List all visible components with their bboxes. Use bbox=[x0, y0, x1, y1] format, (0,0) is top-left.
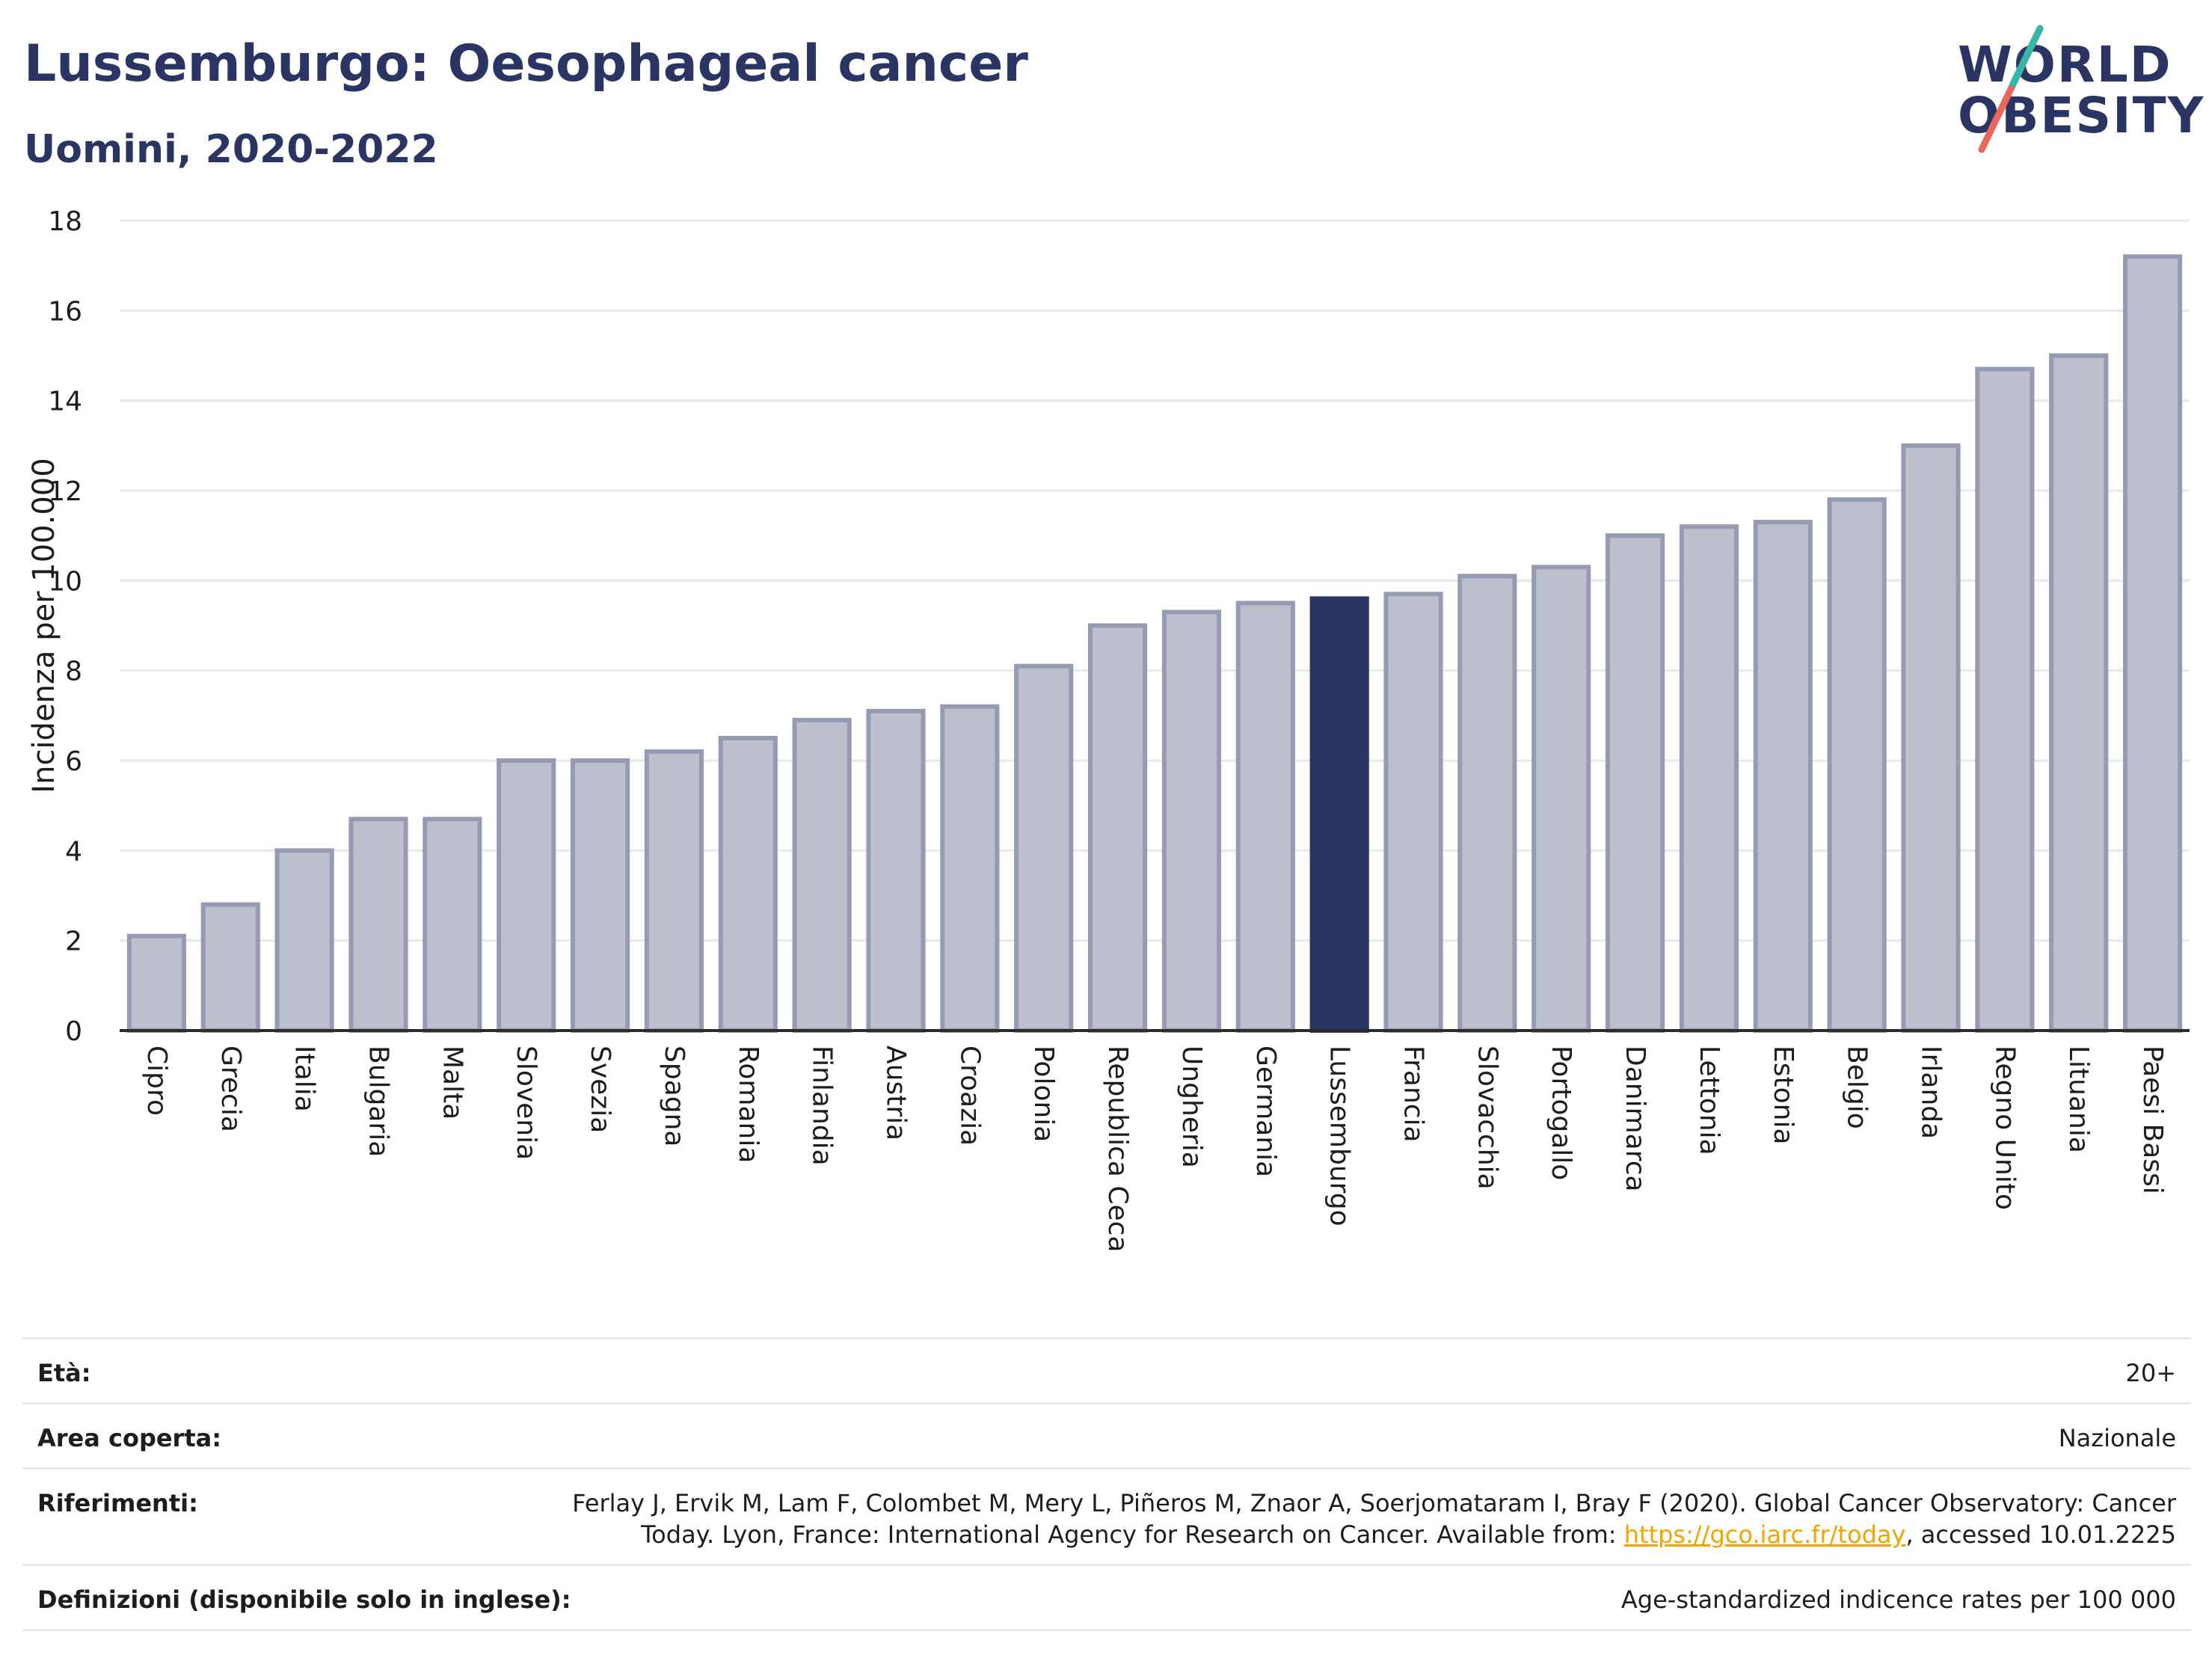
y-tick-label: 18 bbox=[48, 206, 82, 237]
bar bbox=[1605, 533, 1665, 1033]
y-axis-label: Incidenza per 100.000 bbox=[27, 458, 61, 793]
x-tick-label: Estonia bbox=[1768, 1045, 1798, 1145]
bar bbox=[866, 708, 926, 1033]
area-value: Nazionale bbox=[2058, 1424, 2176, 1452]
x-tick-label: Croazia bbox=[954, 1045, 985, 1146]
bar bbox=[1901, 443, 1961, 1034]
bar bbox=[792, 717, 852, 1033]
x-tick-label: Paesi Bassi bbox=[2137, 1045, 2168, 1194]
bar bbox=[274, 848, 334, 1033]
bar bbox=[1087, 623, 1148, 1033]
meta-row-area: Area coperta: Nazionale bbox=[22, 1402, 2191, 1467]
x-tick-label: Bulgaria bbox=[363, 1045, 394, 1157]
y-tick-label: 0 bbox=[65, 1016, 82, 1047]
logo-line-1: WORLD bbox=[1958, 36, 2172, 93]
bar bbox=[1679, 524, 1739, 1033]
references-label: Riferimenti: bbox=[37, 1489, 198, 1517]
bar bbox=[348, 817, 408, 1033]
meta-row-age: Età: 20+ bbox=[22, 1337, 2191, 1402]
bar bbox=[1235, 601, 1295, 1033]
bar bbox=[644, 749, 704, 1033]
definitions-label: Definizioni (disponibile solo in inglese… bbox=[37, 1585, 571, 1614]
x-tick-label: Svezia bbox=[585, 1045, 615, 1133]
bar bbox=[200, 902, 260, 1033]
x-tick-label: Polonia bbox=[1028, 1045, 1059, 1142]
x-tick-label: Grecia bbox=[215, 1045, 246, 1132]
x-tick-label: Slovenia bbox=[511, 1045, 541, 1160]
bar bbox=[1383, 592, 1443, 1033]
bar bbox=[1975, 366, 2035, 1033]
bar bbox=[1753, 520, 1813, 1034]
x-tick-label: Danimarca bbox=[1620, 1045, 1650, 1192]
references-text-2: , accessed 10.01.2225 bbox=[1905, 1520, 2176, 1549]
y-tick-label: 8 bbox=[65, 657, 82, 687]
bar bbox=[570, 758, 630, 1033]
bar bbox=[126, 933, 187, 1034]
x-tick-label: Lettonia bbox=[1694, 1045, 1724, 1155]
x-tick-label: Regno Unito bbox=[1989, 1045, 2020, 1210]
chart-subtitle: Uomini, 2020-2022 bbox=[24, 127, 438, 172]
meta-row-references: Riferimenti: Ferlay J, Ervik M, Lam F, C… bbox=[22, 1467, 2191, 1564]
bar bbox=[1161, 610, 1222, 1033]
x-tick-label: Irlanda bbox=[1916, 1045, 1947, 1139]
bar bbox=[1457, 574, 1517, 1033]
bar bbox=[1531, 565, 1591, 1033]
age-label: Età: bbox=[37, 1359, 91, 1387]
metadata-table: Età: 20+ Area coperta: Nazionale Riferim… bbox=[22, 1337, 2191, 1631]
x-tick-label: Republica Ceca bbox=[1102, 1045, 1133, 1253]
x-tick-label: Malta bbox=[437, 1045, 467, 1120]
x-tick-label: Spagna bbox=[659, 1045, 689, 1147]
x-tick-label: Romania bbox=[733, 1045, 764, 1163]
y-tick-label: 16 bbox=[48, 296, 82, 327]
meta-row-definitions: Definizioni (disponibile solo in inglese… bbox=[22, 1564, 2191, 1631]
bar bbox=[1014, 663, 1074, 1034]
references-link[interactable]: https://gco.iarc.fr/today bbox=[1623, 1520, 1906, 1549]
chart-title: Lussemburgo: Oesophageal cancer bbox=[24, 34, 1028, 93]
bar bbox=[423, 817, 482, 1033]
y-tick-label: 2 bbox=[65, 927, 82, 957]
y-tick-label: 12 bbox=[48, 476, 82, 507]
y-tick-label: 10 bbox=[48, 566, 82, 597]
x-tick-label: Lussemburgo bbox=[1324, 1045, 1355, 1226]
x-tick-label: Portogallo bbox=[1546, 1045, 1576, 1180]
bar-chart: 0 2 4 6 8 10 12 14 16 18 Incidenza per 100.000 Cipr… bbox=[27, 206, 2190, 1253]
x-tick-label: Lituania bbox=[2063, 1045, 2094, 1153]
bar bbox=[940, 704, 1000, 1033]
definitions-value: Age-standardized indicence rates per 100… bbox=[1620, 1585, 2176, 1614]
references-value: Ferlay J, Ervik M, Lam F, Colombet M, Me… bbox=[568, 1487, 2176, 1550]
logo-slash-icon bbox=[1978, 25, 2044, 153]
age-value: 20+ bbox=[2125, 1359, 2176, 1387]
y-tick-label: 4 bbox=[65, 836, 82, 867]
world-obesity-logo: WORLD OBESITY bbox=[1952, 21, 2203, 156]
x-tick-label: Austria bbox=[881, 1045, 912, 1140]
x-tick-label: Ungheria bbox=[1176, 1045, 1207, 1168]
bar bbox=[1827, 497, 1887, 1033]
bar bbox=[2049, 353, 2109, 1033]
bar bbox=[2122, 254, 2183, 1034]
x-tick-label: Germania bbox=[1250, 1045, 1281, 1177]
y-tick-label: 14 bbox=[48, 387, 82, 417]
bar bbox=[497, 758, 556, 1033]
y-tick-label: 6 bbox=[65, 746, 82, 777]
x-tick-label: Slovacchia bbox=[1472, 1045, 1502, 1190]
bar bbox=[718, 735, 778, 1034]
x-tick-label: Italia bbox=[289, 1045, 320, 1112]
x-tick-label: Belgio bbox=[1842, 1045, 1872, 1129]
x-tick-label: Cipro bbox=[141, 1045, 172, 1116]
x-tick-label: Finlandia bbox=[807, 1045, 838, 1166]
area-label: Area coperta: bbox=[37, 1424, 222, 1452]
x-tick-label: Francia bbox=[1398, 1045, 1429, 1143]
bar bbox=[1309, 596, 1369, 1033]
references-text-1: Ferlay J, Ervik M, Lam F, Colombet M, Me… bbox=[572, 1489, 2176, 1549]
